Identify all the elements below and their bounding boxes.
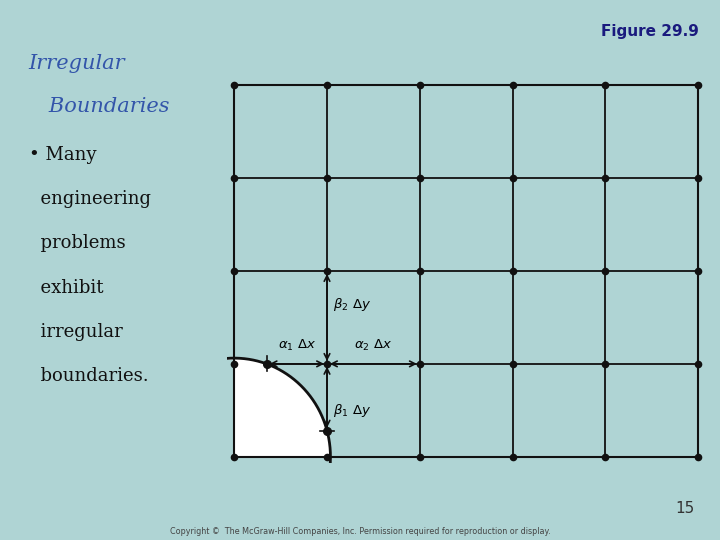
Text: Copyright ©  The McGraw-Hill Companies, Inc. Permission required for reproductio: Copyright © The McGraw-Hill Companies, I… bbox=[170, 526, 550, 536]
Text: boundaries.: boundaries. bbox=[29, 367, 148, 385]
Text: • Many: • Many bbox=[29, 146, 96, 164]
Text: $\alpha_2\ \Delta x$: $\alpha_2\ \Delta x$ bbox=[354, 338, 392, 353]
Polygon shape bbox=[220, 358, 330, 462]
Text: $\beta_1\ \Delta y$: $\beta_1\ \Delta y$ bbox=[333, 402, 371, 419]
Text: irregular: irregular bbox=[29, 323, 122, 341]
Text: engineering: engineering bbox=[29, 190, 150, 208]
Text: Irregular: Irregular bbox=[29, 54, 125, 73]
Text: Figure 29.9: Figure 29.9 bbox=[600, 24, 698, 39]
Text: $\beta_2\ \Delta y$: $\beta_2\ \Delta y$ bbox=[333, 296, 371, 313]
Text: problems: problems bbox=[29, 234, 125, 252]
Text: $\alpha_1\ \Delta x$: $\alpha_1\ \Delta x$ bbox=[278, 338, 316, 353]
Text: exhibit: exhibit bbox=[29, 279, 103, 296]
Text: 15: 15 bbox=[675, 501, 695, 516]
Text: Boundaries: Boundaries bbox=[29, 97, 169, 116]
